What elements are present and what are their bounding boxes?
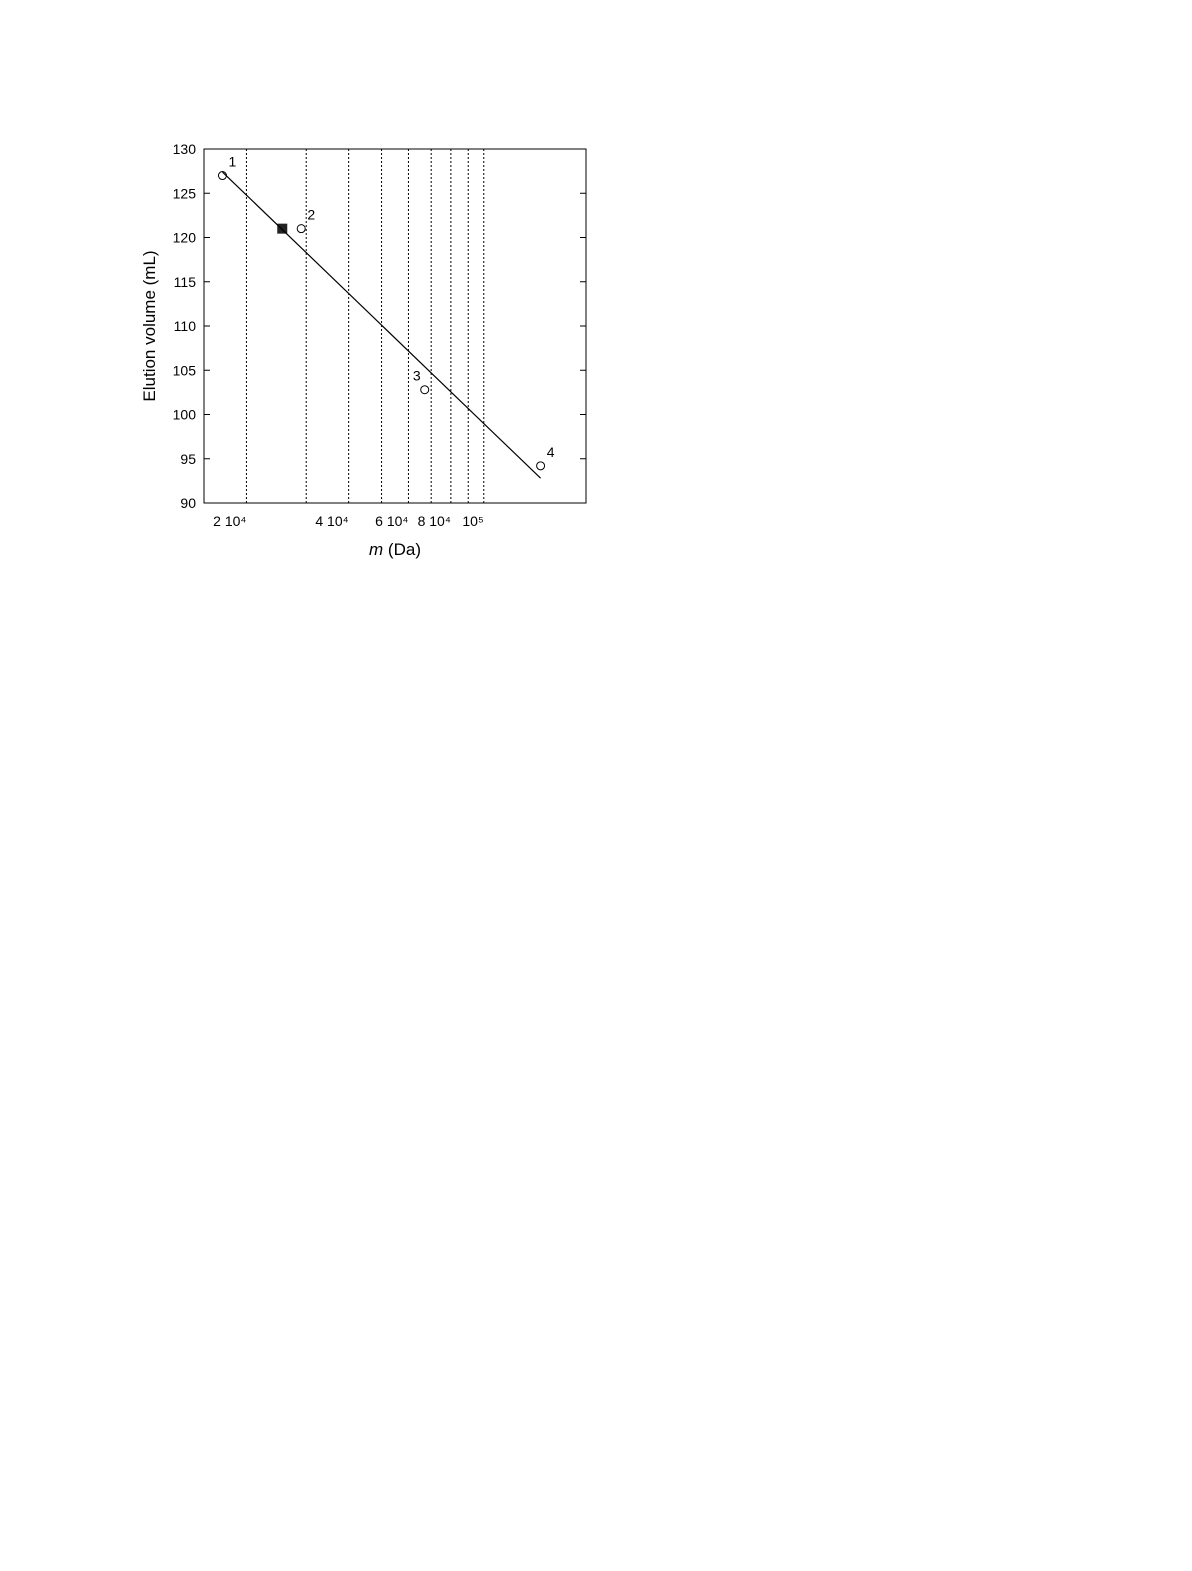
y-tick-label: 95 <box>180 451 196 467</box>
point-label: 4 <box>547 444 555 460</box>
x-axis-label: m (Da) <box>369 540 421 559</box>
point <box>536 461 546 471</box>
point <box>296 224 306 234</box>
y-tick-label: 130 <box>173 141 197 157</box>
y-tick-label: 90 <box>180 495 196 511</box>
point-label: 1 <box>229 154 237 170</box>
y-tick-label: 110 <box>174 318 197 334</box>
y-tick-label: 105 <box>173 362 197 378</box>
fit-line <box>222 171 542 479</box>
x-tick-label: 2 10⁴ <box>213 513 246 529</box>
y-tick-label: 100 <box>173 407 197 423</box>
plot-frame <box>203 148 587 504</box>
point-label: 2 <box>307 207 315 223</box>
point <box>420 385 430 395</box>
y-axis-label: Elution volume (mL) <box>140 250 159 401</box>
x-axis-symbol: m <box>369 540 383 559</box>
y-tick-label: 115 <box>174 274 197 290</box>
x-tick-label: 8 10⁴ <box>418 513 451 529</box>
point-label: 3 <box>413 368 421 384</box>
x-axis-unit: (Da) <box>388 540 421 559</box>
x-tick-label: 10⁵ <box>462 513 483 529</box>
sample-marker <box>277 223 288 234</box>
y-tick-label: 125 <box>173 185 197 201</box>
y-tick-label: 120 <box>173 230 197 246</box>
x-tick-label: 6 10⁴ <box>375 513 408 529</box>
x-tick-label: 4 10⁴ <box>315 513 348 529</box>
